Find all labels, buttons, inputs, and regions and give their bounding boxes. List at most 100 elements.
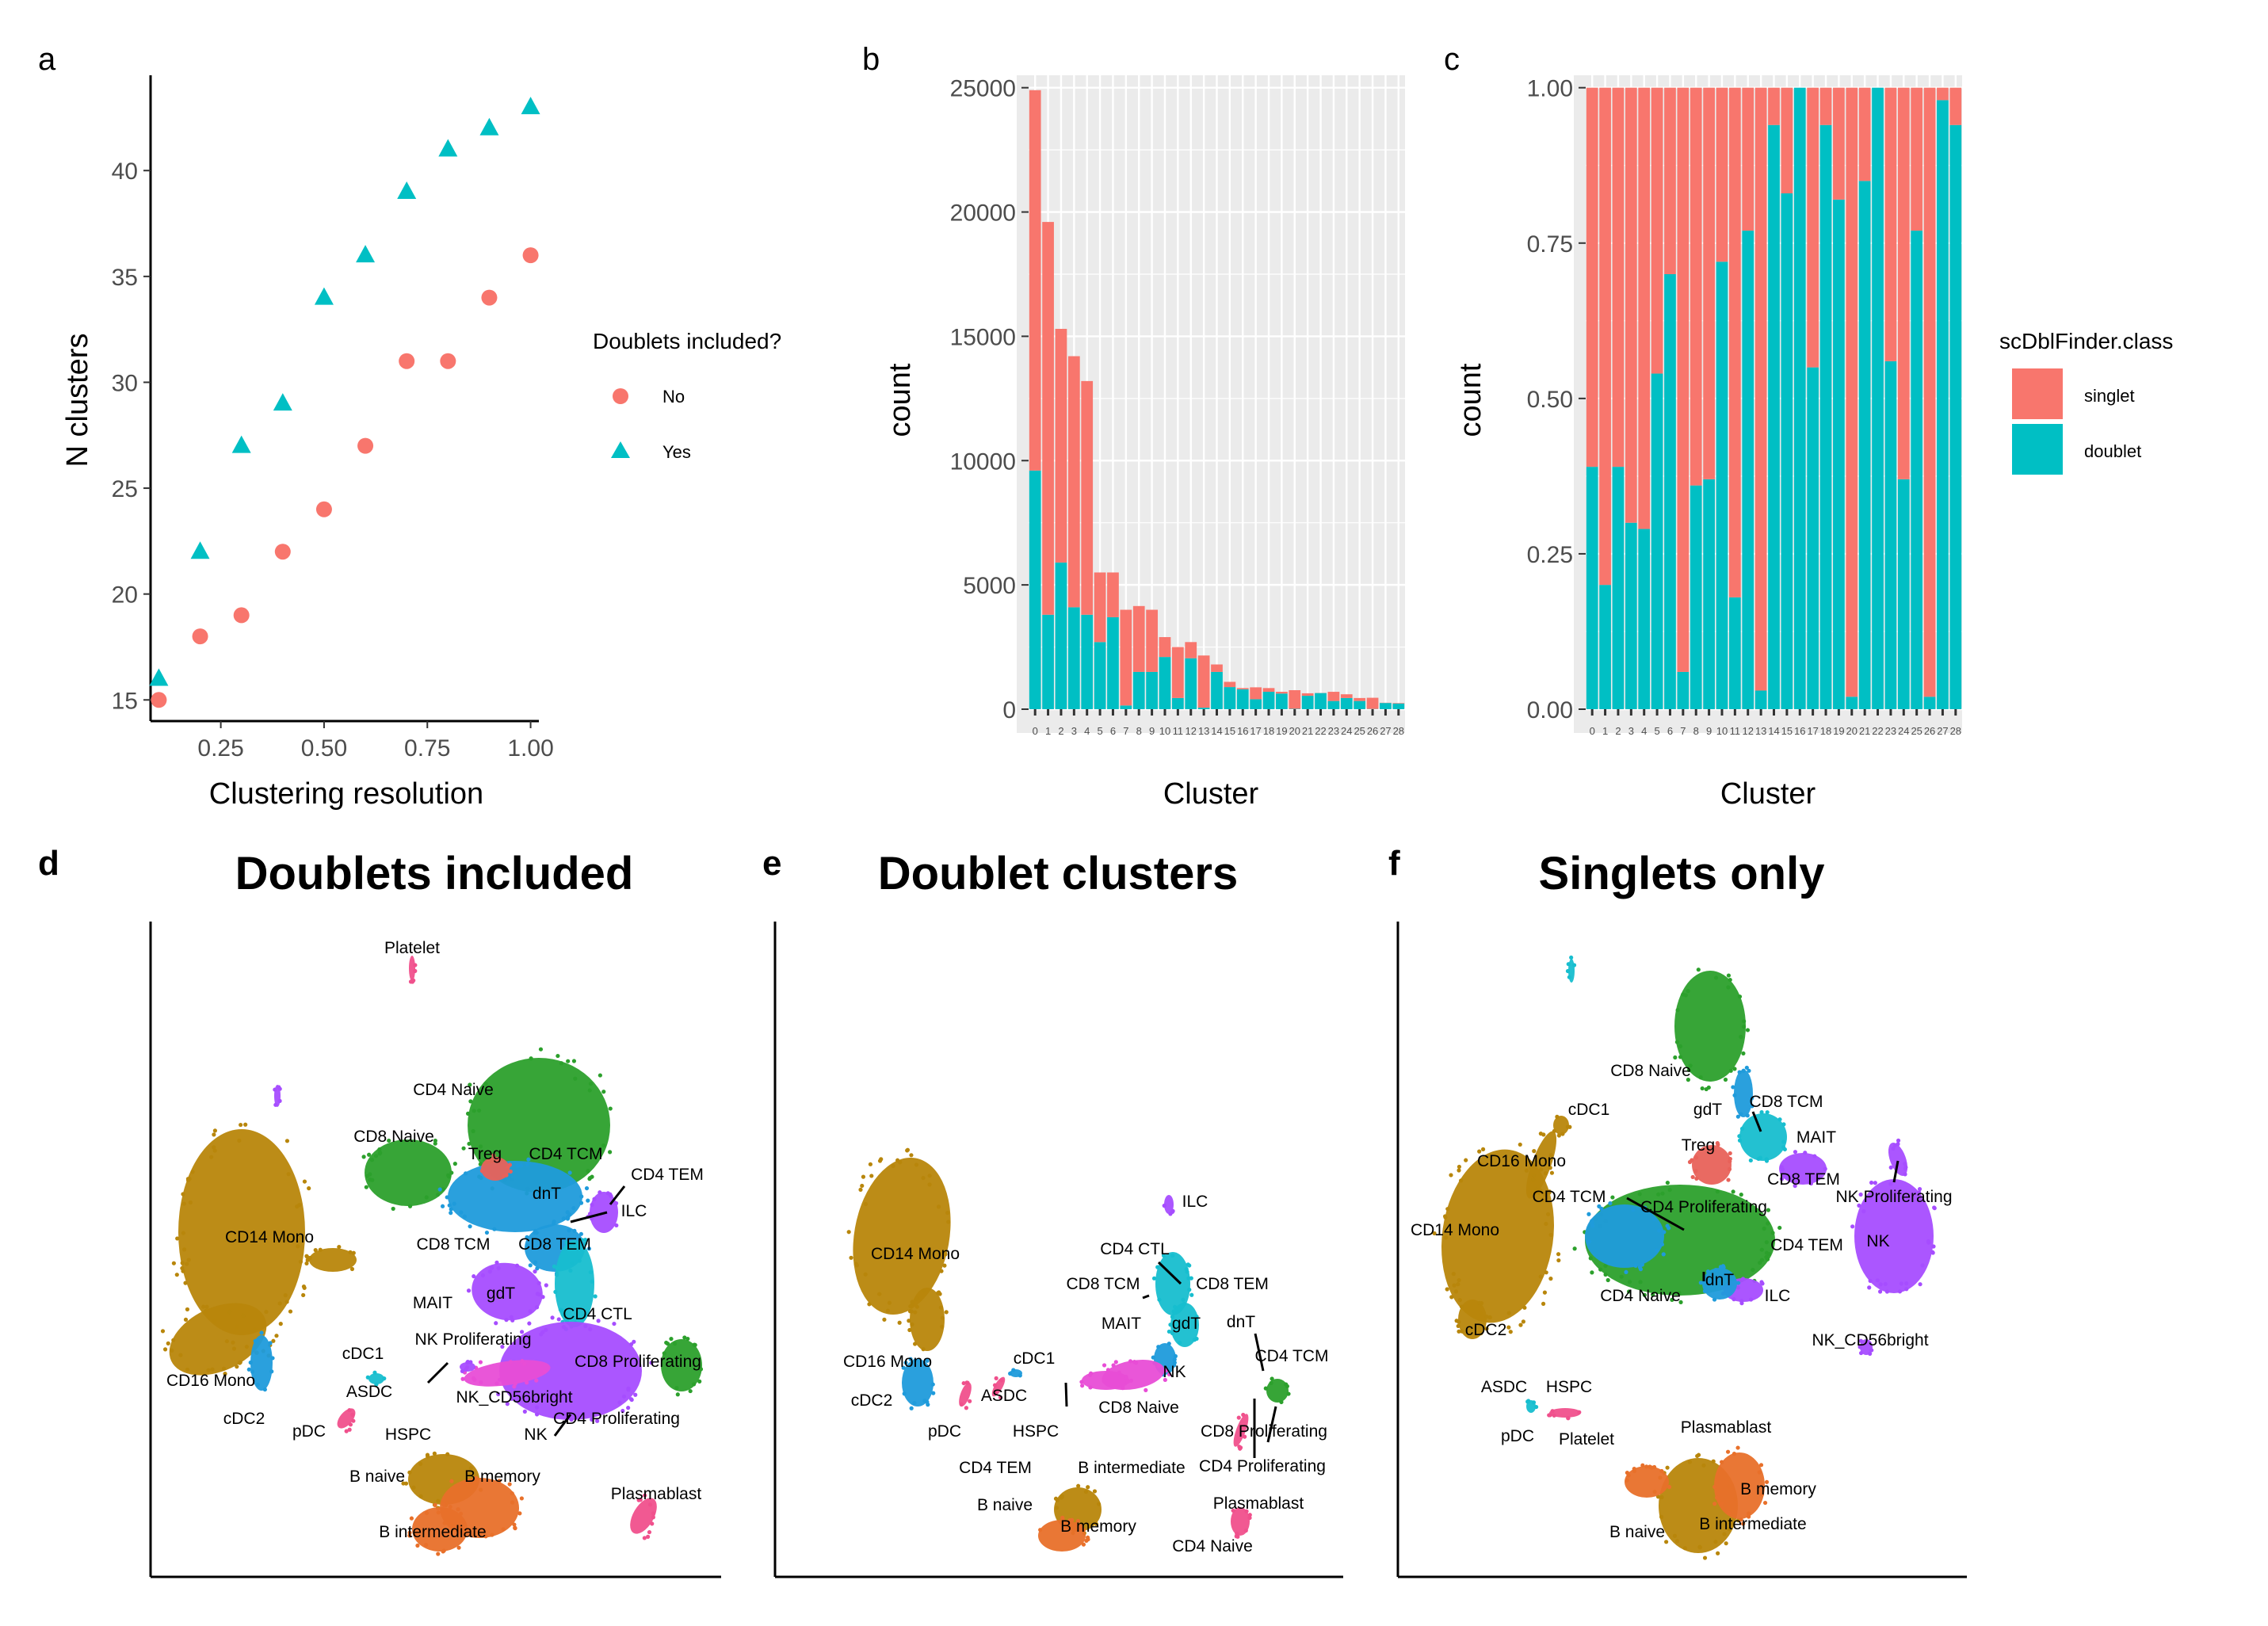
cell-point [351, 1418, 356, 1423]
cell-point [449, 1211, 453, 1216]
cell-point [478, 1162, 483, 1166]
cell-point [579, 1194, 584, 1199]
bar-singlet [1107, 572, 1119, 617]
point-yes [356, 245, 376, 263]
cell-point [1518, 1323, 1523, 1327]
cell-point [536, 1281, 541, 1285]
cell-point [1231, 1508, 1235, 1513]
cell-point [456, 1507, 460, 1512]
cell-cluster [1170, 1303, 1199, 1347]
x-tick-label: 26 [1367, 725, 1378, 737]
cell-point [1170, 1253, 1175, 1258]
cluster-label: Treg [1682, 1136, 1715, 1155]
cell-point [1055, 1498, 1060, 1502]
cell-point [496, 1156, 501, 1162]
cell-point [1151, 1355, 1155, 1360]
cell-point [307, 1186, 311, 1191]
cell-point [1667, 1226, 1671, 1231]
cell-point [1552, 1128, 1556, 1133]
cell-point [1678, 1044, 1683, 1048]
cell-point [1060, 1517, 1065, 1521]
cell-point [534, 1405, 540, 1410]
cell-point [559, 1308, 564, 1313]
cell-point [462, 1214, 468, 1219]
bar-singlet [1067, 356, 1080, 608]
cell-point [487, 1269, 492, 1274]
bar-doublet [1250, 699, 1262, 709]
cell-point [1054, 1506, 1060, 1510]
cell-point [1731, 1085, 1735, 1090]
cell-point [1531, 1400, 1537, 1405]
cell-point [183, 1317, 189, 1322]
cell-point [507, 1482, 512, 1487]
cell-point [1279, 1399, 1284, 1405]
y-tick-label: 40 [112, 158, 138, 185]
x-tick-label: 0.50 [301, 735, 347, 761]
cluster-label: CD4 Proliferating [553, 1410, 680, 1428]
cell-point [1728, 1521, 1733, 1525]
cell-point [468, 1082, 472, 1087]
cell-point [940, 1324, 945, 1329]
bar-singlet [1677, 87, 1690, 672]
cell-point [304, 1261, 309, 1266]
bar-doublet [1742, 231, 1754, 709]
cluster-label: CD8 TEM [1196, 1275, 1269, 1293]
cell-point [271, 1338, 276, 1343]
cell-point [1445, 1287, 1449, 1292]
bar-doublet [1042, 614, 1054, 709]
cell-point [596, 1319, 601, 1323]
cell-point [540, 1295, 545, 1300]
umap-plot-f: Singlets only CD8 Naive CD8 TCM gdT cDC1 MAI… [1396, 848, 1967, 1578]
cell-point [863, 1201, 869, 1207]
x-tick-label: 15 [1781, 725, 1793, 737]
cell-point [912, 1342, 918, 1346]
cell-point [372, 1370, 377, 1375]
cell-point [1711, 1459, 1716, 1464]
cell-point [465, 1111, 471, 1116]
cell-point [691, 1382, 697, 1387]
cluster-label: CD8 Naive [1098, 1399, 1179, 1417]
scatter-chart-a: 15 20 25 30 35 40 0.25 0.50 0.75 1.00 Clustering… [61, 75, 781, 811]
cell-point [1548, 1277, 1553, 1281]
cell-cluster [472, 1262, 543, 1321]
cell-point [1598, 1267, 1603, 1272]
x-tick-label: 20 [1846, 725, 1858, 737]
cell-point [1586, 1239, 1592, 1244]
bar-singlet [1819, 87, 1832, 125]
cell-point [413, 963, 418, 968]
bar-doublet [1107, 616, 1119, 709]
bar-doublet [1301, 696, 1314, 709]
cell-point [959, 1402, 964, 1407]
cell-point [507, 1162, 513, 1167]
bar-doublet [1664, 273, 1676, 710]
cell-point [270, 1356, 275, 1361]
bar-doublet [1094, 642, 1106, 709]
cell-point [584, 1185, 590, 1191]
cell-point [370, 1178, 375, 1182]
cell-point [922, 1399, 927, 1403]
cell-point [243, 1122, 248, 1127]
cell-point [1079, 1380, 1084, 1384]
cell-point [1726, 973, 1732, 978]
cell-point [626, 1386, 631, 1391]
cell-point [1686, 1067, 1692, 1073]
bar-doublet [1586, 467, 1598, 709]
cell-point [1081, 1527, 1086, 1532]
cell-point [1745, 1113, 1750, 1118]
cell-point [860, 1183, 865, 1189]
x-tick-label: 8 [1693, 725, 1699, 737]
point-no [481, 289, 498, 306]
cell-point [1070, 1517, 1075, 1522]
cell-point [590, 1202, 594, 1208]
cell-point [514, 1263, 520, 1268]
cell-point [494, 1321, 498, 1326]
cell-point [905, 1147, 911, 1152]
cell-point [471, 1128, 475, 1134]
cell-point [669, 1337, 674, 1342]
cell-point [441, 1187, 445, 1192]
cell-point [519, 1496, 524, 1501]
cell-point [490, 1532, 494, 1537]
cell-point [1128, 1359, 1133, 1364]
cell-point [210, 1367, 215, 1372]
cell-point [461, 1525, 466, 1530]
